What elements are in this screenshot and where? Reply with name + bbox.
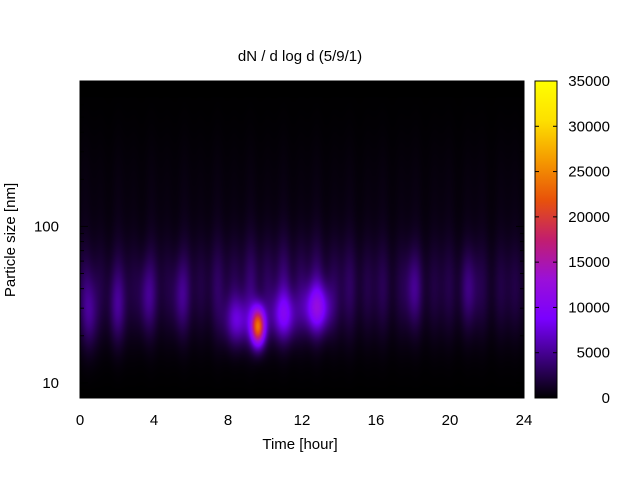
x-axis: 0 4 8 12 16 20 24 — [76, 81, 533, 429]
colorbar-tick-label: 35000 — [568, 73, 610, 90]
colorbar-tick-label: 20000 — [568, 209, 610, 226]
x-tick-label: 24 — [516, 412, 533, 429]
colorbar-tick-label: 30000 — [568, 118, 610, 135]
colorbar-ticks: 0 5000 10000 15000 20000 25000 30000 35000 — [535, 73, 610, 407]
x-tick-label: 16 — [368, 412, 385, 429]
x-tick-label: 0 — [76, 412, 84, 429]
y-tick-label: 100 — [34, 218, 59, 235]
x-tick-label: 4 — [150, 412, 158, 429]
heatmap-canvas-holder — [80, 81, 524, 398]
colorbar-tick-label: 25000 — [568, 164, 610, 181]
plot-area — [80, 81, 524, 398]
colorbar: 0 5000 10000 15000 20000 25000 30000 35000 — [534, 73, 610, 407]
x-tick-label: 12 — [294, 412, 311, 429]
colorbar-tick-label: 15000 — [568, 254, 610, 271]
colorbar-gradient — [534, 80, 558, 399]
colorbar-tick-label: 10000 — [568, 299, 610, 316]
y-axis: 10 100 — [34, 84, 524, 399]
x-tick-label: 8 — [224, 412, 232, 429]
chart-title: dN / d log d (5/9/1) — [238, 48, 362, 65]
y-tick-label: 10 — [42, 375, 59, 392]
y-axis-label: Particle size [nm] — [2, 183, 19, 297]
colorbar-tick-label: 5000 — [577, 345, 610, 362]
x-tick-label: 20 — [442, 412, 459, 429]
x-axis-label: Time [hour] — [262, 436, 337, 453]
colorbar-tick-label: 0 — [602, 390, 610, 407]
